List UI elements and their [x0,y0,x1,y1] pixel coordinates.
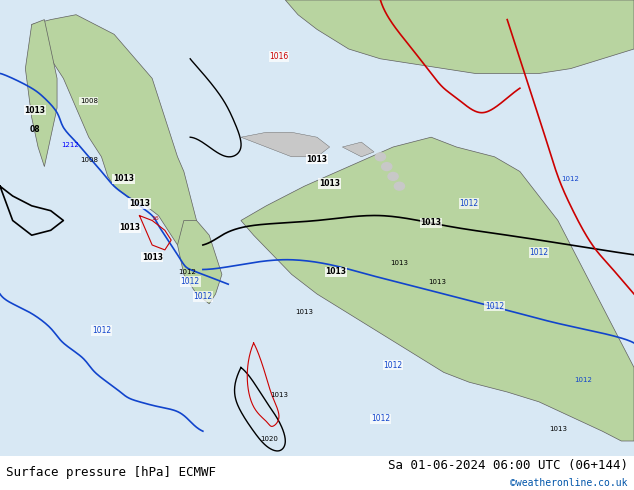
Text: 1008: 1008 [80,98,98,104]
Text: 1012: 1012 [92,326,111,335]
Text: 1013: 1013 [119,223,141,232]
Text: 1012: 1012 [529,248,548,257]
Polygon shape [342,142,374,157]
Text: 1013: 1013 [141,253,163,262]
Text: 1013: 1013 [295,309,313,315]
Text: 1012: 1012 [178,270,196,275]
Text: 1012: 1012 [193,292,212,301]
Text: 1012: 1012 [181,277,200,286]
Text: 1212: 1212 [61,142,79,148]
Bar [0,456,634,490]
Text: 16: 16 [152,217,159,221]
Polygon shape [32,15,197,245]
Text: 1020: 1020 [261,436,278,442]
Text: 1012: 1012 [485,302,504,311]
Polygon shape [285,0,634,74]
Circle shape [394,182,404,190]
Text: 1013: 1013 [549,426,567,432]
Text: 1012: 1012 [384,361,403,369]
Text: 1013: 1013 [429,279,446,285]
Text: 1012: 1012 [460,199,479,208]
Polygon shape [178,220,222,304]
Text: 1013: 1013 [420,219,442,227]
Circle shape [388,172,398,180]
Text: Sa 01-06-2024 06:00 UTC (06+144): Sa 01-06-2024 06:00 UTC (06+144) [387,459,628,472]
Text: 1013: 1013 [270,392,288,398]
Polygon shape [25,20,57,167]
Text: 1012: 1012 [371,415,390,423]
Text: Surface pressure [hPa] ECMWF: Surface pressure [hPa] ECMWF [6,466,216,479]
Text: 1008: 1008 [80,157,98,163]
Text: 1013: 1013 [391,260,408,266]
Text: 1013: 1013 [306,155,328,164]
Text: 1012: 1012 [562,176,579,182]
Text: 08: 08 [30,125,40,134]
Polygon shape [241,137,634,441]
Text: 1013: 1013 [24,106,46,115]
Text: 1012: 1012 [574,377,592,383]
Text: 1013: 1013 [325,268,347,276]
Text: 1013: 1013 [113,174,134,183]
Polygon shape [241,132,330,157]
Text: 1013: 1013 [129,199,150,208]
Circle shape [375,153,385,161]
Circle shape [382,163,392,171]
Text: ©weatheronline.co.uk: ©weatheronline.co.uk [510,478,628,488]
Text: 1013: 1013 [319,179,340,188]
Text: 1016: 1016 [269,52,288,61]
